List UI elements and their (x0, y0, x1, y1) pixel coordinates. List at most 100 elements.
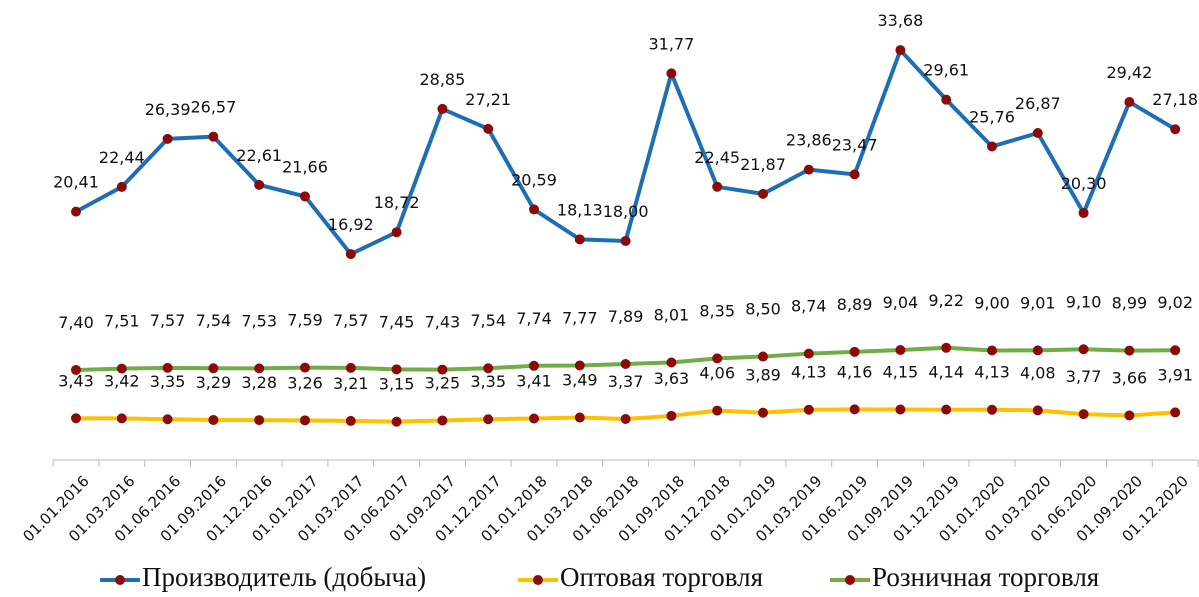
data-label: 7,51 (104, 312, 140, 331)
marker (300, 415, 310, 426)
marker (1078, 409, 1089, 420)
marker (895, 404, 906, 415)
marker (849, 346, 860, 357)
marker (1124, 96, 1135, 107)
data-label: 7,57 (333, 311, 369, 330)
marker (849, 404, 860, 415)
data-label: 3,77 (1066, 367, 1102, 386)
data-label: 8,35 (699, 301, 735, 320)
marker (1078, 207, 1089, 218)
marker (483, 123, 494, 134)
data-label: 21,87 (740, 155, 786, 174)
marker (987, 345, 997, 356)
marker (116, 181, 127, 192)
data-label: 7,45 (379, 312, 415, 331)
marker (391, 364, 402, 375)
legend-label: Оптовая торговля (560, 562, 763, 592)
data-label: 21,66 (282, 157, 328, 176)
data-label: 3,26 (287, 373, 323, 392)
marker (620, 358, 631, 369)
marker (483, 414, 494, 425)
data-label: 26,57 (190, 98, 236, 117)
marker (712, 181, 723, 192)
marker (1124, 345, 1135, 356)
marker (208, 131, 219, 142)
marker (529, 360, 539, 371)
data-label: 20,41 (53, 173, 99, 192)
marker (391, 416, 402, 427)
marker (254, 363, 265, 374)
legend-label: Розничная торговля (872, 562, 1099, 592)
marker (300, 191, 310, 202)
marker (529, 413, 539, 424)
data-label: 8,01 (654, 306, 690, 325)
data-label: 4,14 (928, 363, 964, 382)
marker (803, 164, 814, 175)
data-label: 29,42 (1106, 63, 1152, 82)
marker (483, 363, 494, 374)
data-label: 3,35 (470, 372, 506, 391)
data-label: 4,08 (1020, 363, 1056, 382)
marker (895, 344, 906, 355)
data-label: 9,04 (883, 293, 919, 312)
data-label: 9,22 (928, 291, 964, 310)
marker (162, 362, 173, 373)
legend-marker (115, 575, 125, 585)
data-label: 8,89 (837, 295, 873, 314)
data-label: 3,21 (333, 374, 369, 393)
marker (666, 68, 677, 79)
data-label: 9,02 (1157, 293, 1193, 312)
data-label: 26,39 (145, 100, 191, 119)
data-label: 18,00 (603, 202, 649, 221)
data-label: 3,37 (608, 372, 644, 391)
data-label: 3,29 (196, 373, 232, 392)
data-label: 7,59 (287, 311, 323, 330)
marker (574, 412, 585, 423)
marker (574, 360, 585, 371)
data-label: 7,53 (241, 311, 277, 330)
data-label: 7,89 (608, 307, 644, 326)
marker (208, 363, 219, 374)
marker (620, 413, 631, 424)
marker (803, 404, 814, 415)
marker (71, 206, 81, 217)
data-label: 9,10 (1066, 292, 1102, 311)
marker (1078, 344, 1089, 355)
data-label: 25,76 (969, 108, 1015, 127)
data-label: 33,68 (877, 11, 923, 30)
data-label: 4,15 (883, 362, 919, 381)
data-label: 3,15 (379, 375, 415, 394)
data-label: 3,63 (654, 369, 690, 388)
legend-marker (533, 575, 543, 585)
data-label: 4,16 (837, 362, 873, 381)
legend-marker (845, 575, 855, 585)
marker (1124, 410, 1135, 421)
data-label: 3,49 (562, 371, 598, 390)
marker (71, 364, 81, 375)
data-label: 31,77 (648, 34, 694, 53)
marker (162, 414, 173, 425)
marker (895, 45, 906, 56)
marker (300, 362, 310, 373)
marker (1032, 128, 1043, 139)
data-label: 9,01 (1020, 293, 1056, 312)
marker (987, 141, 997, 152)
marker (758, 351, 768, 362)
data-label: 7,43 (425, 313, 461, 332)
legend-label: Производитель (добыча) (142, 562, 426, 592)
marker (1032, 345, 1043, 356)
data-label: 29,61 (923, 61, 969, 80)
data-label: 8,50 (745, 300, 781, 319)
marker (1170, 407, 1181, 418)
marker (758, 188, 768, 199)
marker (941, 94, 952, 105)
marker (254, 415, 265, 426)
data-label: 7,54 (196, 311, 232, 330)
marker (574, 234, 585, 245)
legend-item: Производитель (добыча) (100, 562, 426, 592)
data-label: 4,13 (974, 363, 1010, 382)
data-label: 7,74 (516, 309, 552, 328)
data-label: 18,72 (374, 193, 420, 212)
marker (1170, 345, 1181, 356)
marker (437, 103, 448, 114)
